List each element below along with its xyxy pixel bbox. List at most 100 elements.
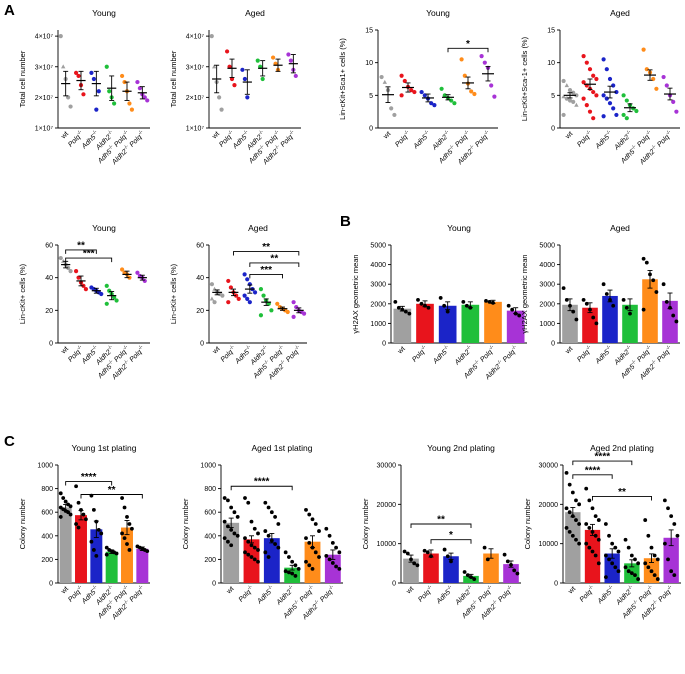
data-point bbox=[301, 311, 307, 316]
category-label: Polq-/- bbox=[236, 584, 256, 604]
category-label-part: -/- bbox=[137, 344, 145, 352]
data-point bbox=[564, 83, 569, 88]
category-label-part: -/- bbox=[510, 344, 518, 352]
data-point bbox=[58, 255, 63, 261]
data-point bbox=[74, 522, 78, 526]
significance-bracket bbox=[233, 251, 300, 256]
data-point bbox=[426, 305, 431, 310]
y-axis-label: Lin-cKit+ cells (%) bbox=[169, 263, 178, 324]
category-label-part: -/- bbox=[137, 584, 145, 592]
y-tick-label: 800 bbox=[41, 486, 53, 493]
significance-bracket bbox=[410, 523, 472, 528]
data-point bbox=[581, 96, 586, 101]
data-point bbox=[482, 60, 487, 65]
data-point bbox=[564, 470, 569, 475]
data-point bbox=[403, 309, 408, 314]
data-point bbox=[587, 545, 592, 550]
data-point bbox=[611, 106, 616, 111]
significance-bracket bbox=[65, 257, 113, 263]
data-point bbox=[591, 315, 596, 320]
data-point bbox=[84, 517, 88, 522]
data-point bbox=[626, 569, 631, 574]
data-point bbox=[283, 550, 288, 555]
data-point bbox=[567, 529, 572, 534]
data-point bbox=[122, 536, 127, 541]
data-point bbox=[127, 548, 132, 552]
data-point bbox=[636, 561, 641, 566]
data-point bbox=[127, 522, 132, 526]
data-point bbox=[649, 569, 654, 574]
chart-title: Young bbox=[426, 8, 450, 18]
data-point bbox=[641, 307, 646, 312]
data-point bbox=[601, 93, 606, 98]
data-point bbox=[621, 297, 626, 302]
category-label: wt bbox=[210, 130, 221, 141]
y-tick-label: 0 bbox=[554, 581, 558, 588]
bar bbox=[602, 295, 618, 343]
category-label: wt bbox=[564, 130, 575, 141]
data-point bbox=[626, 545, 631, 550]
data-point bbox=[492, 94, 497, 99]
category-label-part: -/- bbox=[471, 598, 479, 606]
chart-title: Aged 2nd plating bbox=[590, 443, 654, 453]
data-point bbox=[229, 528, 234, 532]
chart-title: Young 1st plating bbox=[72, 443, 137, 453]
data-point bbox=[287, 570, 291, 575]
data-point bbox=[584, 486, 589, 491]
category-label-part: -/- bbox=[625, 344, 633, 352]
data-point bbox=[587, 67, 593, 72]
category-label-part: -/- bbox=[625, 129, 633, 137]
data-point bbox=[249, 555, 254, 559]
y-tick-label: 3000 bbox=[370, 282, 386, 289]
data-point bbox=[669, 514, 674, 519]
data-point bbox=[596, 518, 601, 522]
category-label: Adh5-/- bbox=[595, 584, 617, 606]
category-label-part: -/- bbox=[605, 129, 613, 137]
data-point bbox=[94, 107, 99, 112]
data-point bbox=[266, 505, 271, 510]
chart-title: Young 2nd plating bbox=[427, 443, 495, 453]
significance-label: ** bbox=[437, 515, 445, 526]
y-tick-label: 30000 bbox=[539, 463, 559, 470]
y-tick-label: 60 bbox=[45, 243, 53, 250]
data-point bbox=[58, 491, 63, 496]
data-point bbox=[512, 568, 517, 573]
data-point bbox=[445, 554, 450, 559]
data-point bbox=[104, 283, 109, 288]
data-point bbox=[245, 277, 250, 282]
chart-title: Aged bbox=[248, 223, 268, 233]
data-point bbox=[243, 536, 247, 541]
data-point bbox=[222, 519, 227, 524]
data-point bbox=[226, 539, 230, 544]
data-point bbox=[243, 496, 247, 500]
chart-11: Young 2nd plating 0 10000 20000 30000 Colony … bbox=[361, 443, 521, 622]
data-point bbox=[104, 301, 109, 306]
category-label: Aldh2-/- Polq-/- bbox=[637, 129, 675, 167]
data-point bbox=[307, 563, 312, 568]
data-point bbox=[229, 543, 234, 548]
category-label-part: -/- bbox=[468, 143, 476, 151]
data-point bbox=[415, 563, 420, 568]
significance-bracket bbox=[249, 262, 300, 267]
data-point bbox=[484, 298, 488, 303]
data-point bbox=[594, 76, 599, 82]
data-point bbox=[296, 566, 301, 571]
category-label-part: -/- bbox=[122, 358, 130, 366]
data-point bbox=[577, 541, 582, 546]
data-point bbox=[389, 106, 394, 111]
significance-bracket bbox=[65, 481, 113, 486]
data-point bbox=[263, 550, 268, 555]
bar bbox=[105, 551, 118, 583]
category-label-part: -/- bbox=[122, 143, 130, 151]
data-point bbox=[142, 95, 147, 100]
data-point bbox=[209, 282, 215, 287]
data-point bbox=[461, 299, 466, 304]
data-point bbox=[288, 58, 293, 63]
data-point bbox=[226, 498, 230, 503]
y-tick-label: 40 bbox=[196, 275, 204, 282]
data-point bbox=[304, 536, 308, 541]
data-point bbox=[91, 76, 96, 82]
data-point bbox=[245, 95, 250, 100]
category-label-part: wt bbox=[405, 585, 416, 596]
data-point bbox=[310, 566, 315, 571]
